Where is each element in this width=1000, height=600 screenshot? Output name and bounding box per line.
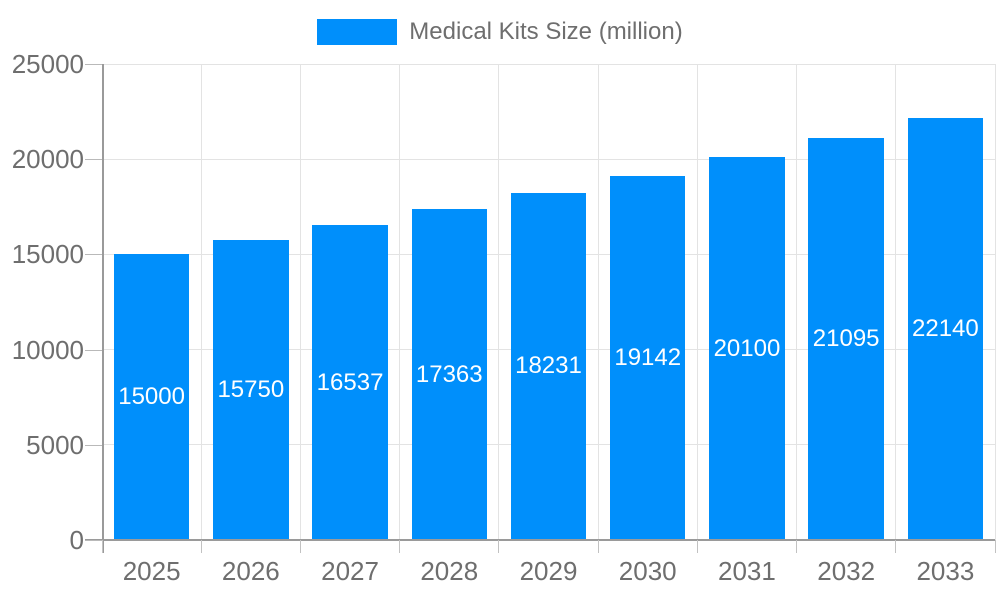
- x-axis-tick: [696, 540, 698, 553]
- x-axis-label: 2031: [718, 556, 776, 586]
- gridline-vertical: [597, 64, 599, 540]
- bar-2033[interactable]: 22140: [907, 118, 984, 540]
- x-axis-label: 2030: [618, 556, 677, 586]
- gridline-horizontal: [102, 158, 995, 160]
- x-axis-line: [85, 539, 995, 541]
- y-axis-label: 15000: [11, 239, 84, 270]
- gridline-vertical: [895, 64, 897, 540]
- bar-2029[interactable]: 18231: [510, 192, 587, 540]
- gridline-horizontal: [102, 63, 995, 65]
- x-axis-label: 2028: [420, 556, 479, 586]
- x-axis-tick: [299, 540, 301, 553]
- gridline-vertical: [994, 64, 996, 540]
- bar-value-label: 21095: [812, 325, 880, 353]
- y-axis-tick: [85, 64, 102, 65]
- bar-2027[interactable]: 16537: [312, 225, 388, 540]
- x-axis-tick: [895, 540, 897, 553]
- bar-value-label: 19142: [614, 343, 682, 371]
- y-axis-label: 25000: [11, 49, 84, 79]
- bar-2031[interactable]: 20100: [709, 157, 785, 540]
- y-axis-tick: [85, 159, 102, 161]
- y-axis-tick: [85, 254, 102, 256]
- x-axis-tick: [498, 540, 500, 553]
- bar-2030[interactable]: 19142: [610, 175, 686, 540]
- bar-2026[interactable]: 15750: [213, 240, 289, 540]
- x-axis-tick: [101, 540, 103, 553]
- y-axis-tick: [85, 444, 102, 446]
- x-axis-tick: [399, 540, 401, 553]
- y-axis-label: 0: [69, 525, 84, 555]
- bar-value-label: 17363: [415, 360, 483, 388]
- bar-2025[interactable]: 15000: [113, 254, 190, 540]
- gridline-vertical: [200, 64, 202, 540]
- bar-value-label: 22140: [912, 315, 979, 343]
- bar-2028[interactable]: 17363: [411, 209, 487, 540]
- x-axis-label: 2033: [916, 556, 975, 586]
- x-axis-tick: [994, 540, 996, 553]
- y-axis-label: 10000: [11, 334, 84, 365]
- bar-value-label: 15000: [118, 383, 185, 411]
- x-axis-label: 2032: [817, 556, 876, 586]
- gridline-vertical: [299, 64, 301, 540]
- bar-value-label: 20100: [713, 334, 781, 362]
- gridline-vertical: [796, 64, 798, 540]
- x-axis-label: 2025: [122, 556, 181, 586]
- x-axis-label: 2027: [321, 556, 379, 586]
- x-axis-label: 2026: [221, 556, 280, 586]
- bar-value-label: 15750: [217, 376, 285, 404]
- y-axis-line: [102, 64, 104, 553]
- plot-area: 15000 15750 16537 17363 18231 19142 20100 21095…: [102, 63, 996, 540]
- legend[interactable]: Medical Kits Size (million): [0, 18, 1000, 46]
- y-axis-tick: [85, 349, 102, 351]
- x-axis-tick: [796, 540, 798, 553]
- bar-value-label: 18231: [515, 352, 582, 380]
- y-axis-label: 5000: [26, 429, 84, 460]
- legend-label: Medical Kits Size (million): [409, 18, 683, 45]
- y-axis-label: 20000: [11, 144, 84, 175]
- x-axis-tick: [200, 540, 202, 553]
- gridline-vertical: [399, 64, 401, 540]
- x-axis-tick: [597, 540, 599, 553]
- bar-value-label: 16537: [316, 368, 384, 396]
- gridline-vertical: [498, 64, 500, 540]
- bar-2032[interactable]: 21095: [808, 138, 884, 540]
- legend-swatch-icon: [317, 19, 398, 45]
- y-axis-tick: [85, 540, 102, 541]
- x-axis-label: 2029: [519, 556, 578, 586]
- gridline-vertical: [696, 64, 698, 540]
